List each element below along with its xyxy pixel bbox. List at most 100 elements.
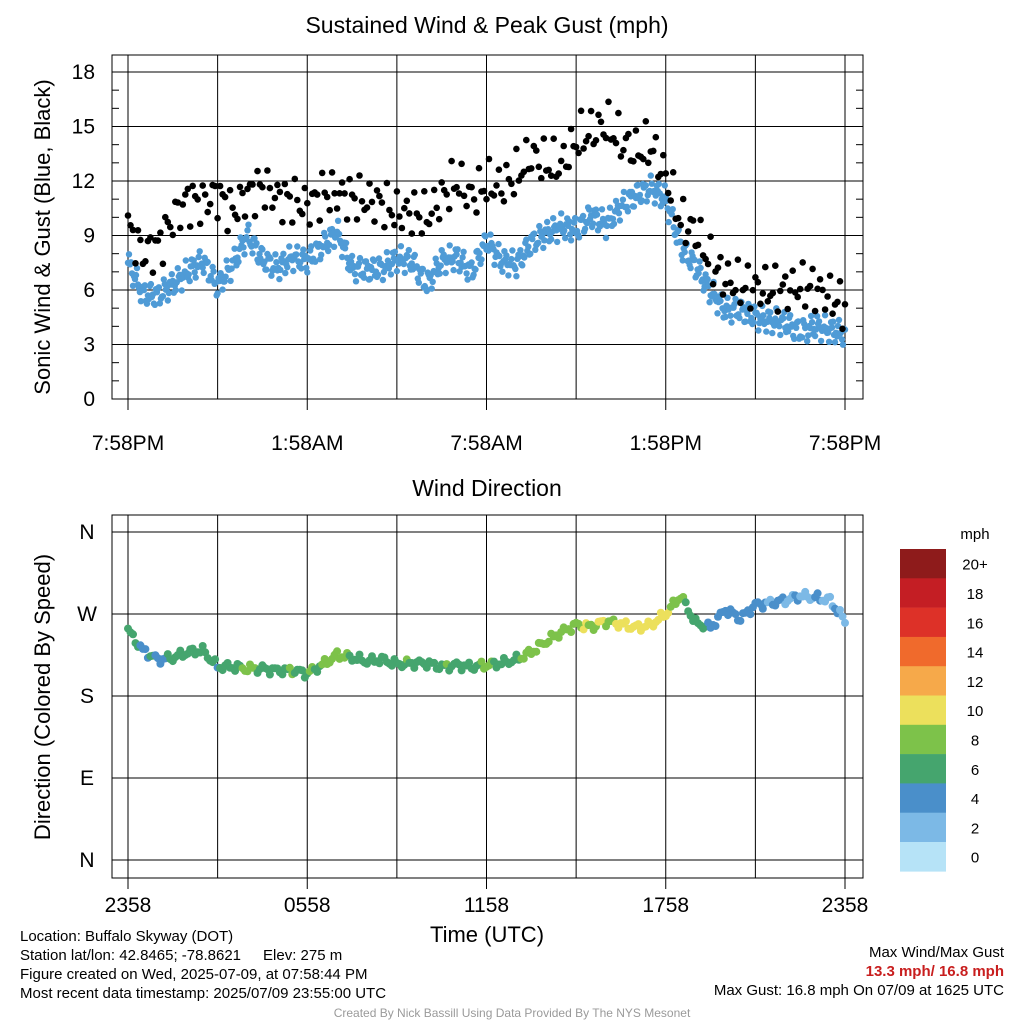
sustained-wind-point (793, 324, 800, 331)
sustained-wind-point (245, 221, 252, 228)
sustained-wind-point (453, 251, 460, 258)
peak-gust-point (167, 223, 174, 231)
sustained-wind-point (571, 214, 579, 222)
top-chart-frame (111, 54, 864, 400)
peak-gust-point (772, 262, 779, 270)
peak-gust-point (717, 253, 724, 261)
peak-gust-point (747, 305, 754, 312)
sustained-wind-point (221, 278, 228, 285)
sustained-wind-point (450, 266, 457, 274)
peak-gust-point (378, 199, 386, 206)
colorbar-label: 14 (967, 645, 984, 662)
sustained-wind-point (767, 309, 774, 316)
peak-gust-point (236, 183, 244, 191)
peak-gust-point (433, 204, 441, 212)
peak-gust-point (276, 188, 284, 196)
peak-gust-point (540, 135, 548, 142)
sustained-wind-point (831, 339, 839, 346)
sustained-wind-point (668, 211, 675, 218)
sustained-wind-point (499, 268, 506, 275)
sustained-wind-point (839, 341, 847, 348)
peak-gust-point (689, 217, 697, 224)
bottom-ytick-label: N (79, 849, 94, 872)
sustained-wind-point (808, 319, 816, 326)
peak-gust-point (366, 180, 373, 187)
peak-gust-point (762, 263, 769, 271)
sustained-wind-point (679, 257, 686, 264)
colorbar-label: 8 (971, 732, 979, 749)
sustained-wind-point (192, 274, 199, 281)
sustained-wind-point (554, 238, 561, 246)
sustained-wind-point (717, 297, 724, 305)
sustained-wind-point (706, 299, 713, 306)
sustained-wind-point (495, 240, 502, 248)
sustained-wind-point (440, 251, 447, 258)
top-xtick-label: 7:58PM (92, 432, 164, 455)
peak-gust-point (533, 147, 540, 154)
sustained-wind-point (178, 287, 185, 294)
sustained-wind-point (454, 246, 461, 253)
sustained-wind-point (280, 250, 287, 257)
peak-gust-point (363, 204, 371, 211)
sustained-wind-point (503, 252, 510, 259)
sustained-wind-point (387, 271, 395, 278)
direction-point (231, 666, 240, 675)
speed-colorbar: mph 20+ 18 16 14 12 10 8 6 4 2 0 (900, 526, 990, 872)
sustained-wind-point (561, 227, 568, 234)
sustained-wind-point (259, 246, 266, 253)
peak-gust-point (199, 182, 206, 189)
peak-gust-point (575, 149, 582, 157)
colorbar-label: 12 (967, 674, 984, 691)
peak-gust-point (615, 109, 622, 117)
sustained-wind-point (731, 301, 738, 308)
peak-gust-point (421, 188, 428, 195)
sustained-wind-point (408, 260, 415, 267)
direction-point (681, 598, 690, 607)
peak-gust-point (560, 142, 567, 150)
sustained-wind-point (464, 276, 471, 283)
peak-gust-point (333, 205, 341, 212)
sustained-wind-point (544, 218, 551, 226)
peak-gust-point (458, 160, 465, 168)
colorbar-swatch (900, 607, 946, 638)
sustained-wind-point (602, 234, 610, 242)
peak-gust-point (557, 157, 565, 165)
sustained-wind-point (186, 277, 193, 285)
peak-gust-point (742, 284, 749, 292)
sustained-wind-point (155, 284, 163, 291)
elevation-text: Elev: 275 m (263, 947, 343, 964)
peak-gust-point (595, 111, 602, 119)
sustained-wind-point (777, 331, 784, 339)
peak-gust-point (264, 167, 271, 174)
sustained-wind-point (807, 312, 815, 320)
sustained-wind-point (566, 218, 573, 225)
top-ytick-label: 18 (72, 61, 95, 84)
peak-gust-point (642, 118, 650, 125)
peak-gust-point (336, 190, 343, 197)
peak-gust-point (177, 224, 184, 232)
peak-gust-point (841, 301, 849, 308)
peak-gust-point (794, 293, 801, 301)
sustained-wind-point (638, 197, 646, 204)
sustained-wind-point (817, 337, 825, 345)
peak-gust-point (749, 286, 757, 294)
top-xtick-label: 7:58AM (450, 432, 522, 455)
sustained-wind-point (383, 249, 391, 256)
peak-gust-point (416, 214, 423, 221)
sustained-wind-point (405, 246, 412, 254)
peak-gust-point (809, 265, 816, 273)
peak-gust-point (301, 184, 309, 192)
sustained-wind-point (589, 220, 597, 227)
direction-point (736, 616, 745, 625)
peak-gust-point (777, 287, 784, 295)
bottom-chart-title: Wind Direction (412, 475, 562, 501)
sustained-wind-point (744, 310, 751, 317)
top-ytick-label: 12 (72, 170, 95, 193)
sustained-wind-point (634, 181, 642, 189)
peak-gust-point (189, 182, 196, 190)
sustained-wind-point (360, 274, 368, 281)
peak-gust-point (271, 194, 279, 202)
sustained-wind-point (380, 268, 388, 276)
peak-gust-point (401, 204, 408, 212)
